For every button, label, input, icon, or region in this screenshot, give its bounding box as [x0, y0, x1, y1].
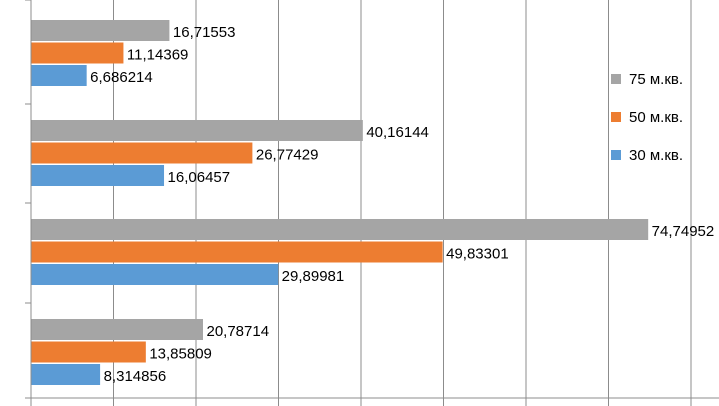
bar-1-1 — [31, 42, 124, 64]
data-label-3-1: 49,83301 — [446, 246, 509, 263]
data-label-3-0: 29,89981 — [282, 268, 345, 285]
bar-3-2 — [31, 219, 649, 240]
data-label-4-2: 20,78714 — [206, 323, 269, 340]
data-label-1-1: 11,14369 — [127, 47, 188, 64]
bar-1-2 — [31, 20, 170, 41]
bar-2-1 — [31, 142, 253, 164]
bar-2-0 — [31, 165, 165, 186]
bar-4-0 — [31, 364, 101, 385]
data-label-1-2: 16,71553 — [173, 24, 236, 41]
data-label-2-1: 26,77429 — [256, 147, 319, 164]
bar-1-0 — [31, 65, 87, 86]
bar-4-2 — [31, 319, 203, 340]
legend-item-50: 50 м.кв. — [611, 98, 683, 136]
bar-2-2 — [31, 120, 363, 141]
legend-item-75: 75 м.кв. — [611, 60, 683, 98]
data-label-4-1: 13,85809 — [149, 346, 212, 363]
legend-label-75: 75 м.кв. — [629, 70, 684, 88]
legend-item-30: 30 м.кв. — [611, 136, 683, 174]
legend: 75 м.кв. 50 м.кв. 30 м.кв. — [611, 60, 683, 174]
legend-swatch-75 — [611, 74, 621, 84]
data-label-4-0: 8,314856 — [104, 368, 167, 385]
data-label-3-2: 74,74952 — [652, 223, 715, 240]
data-label-2-0: 16,06457 — [168, 169, 231, 186]
bar-3-1 — [31, 241, 443, 263]
data-label-1-0: 6,686214 — [90, 69, 153, 86]
data-label-2-2: 40,16144 — [366, 124, 429, 141]
legend-label-30: 30 м.кв. — [629, 146, 684, 164]
legend-swatch-30 — [611, 150, 621, 160]
legend-label-50: 50 м.кв. — [629, 108, 684, 126]
bar-4-1 — [31, 341, 146, 363]
bar-3-0 — [31, 264, 279, 285]
legend-swatch-50 — [611, 112, 621, 122]
